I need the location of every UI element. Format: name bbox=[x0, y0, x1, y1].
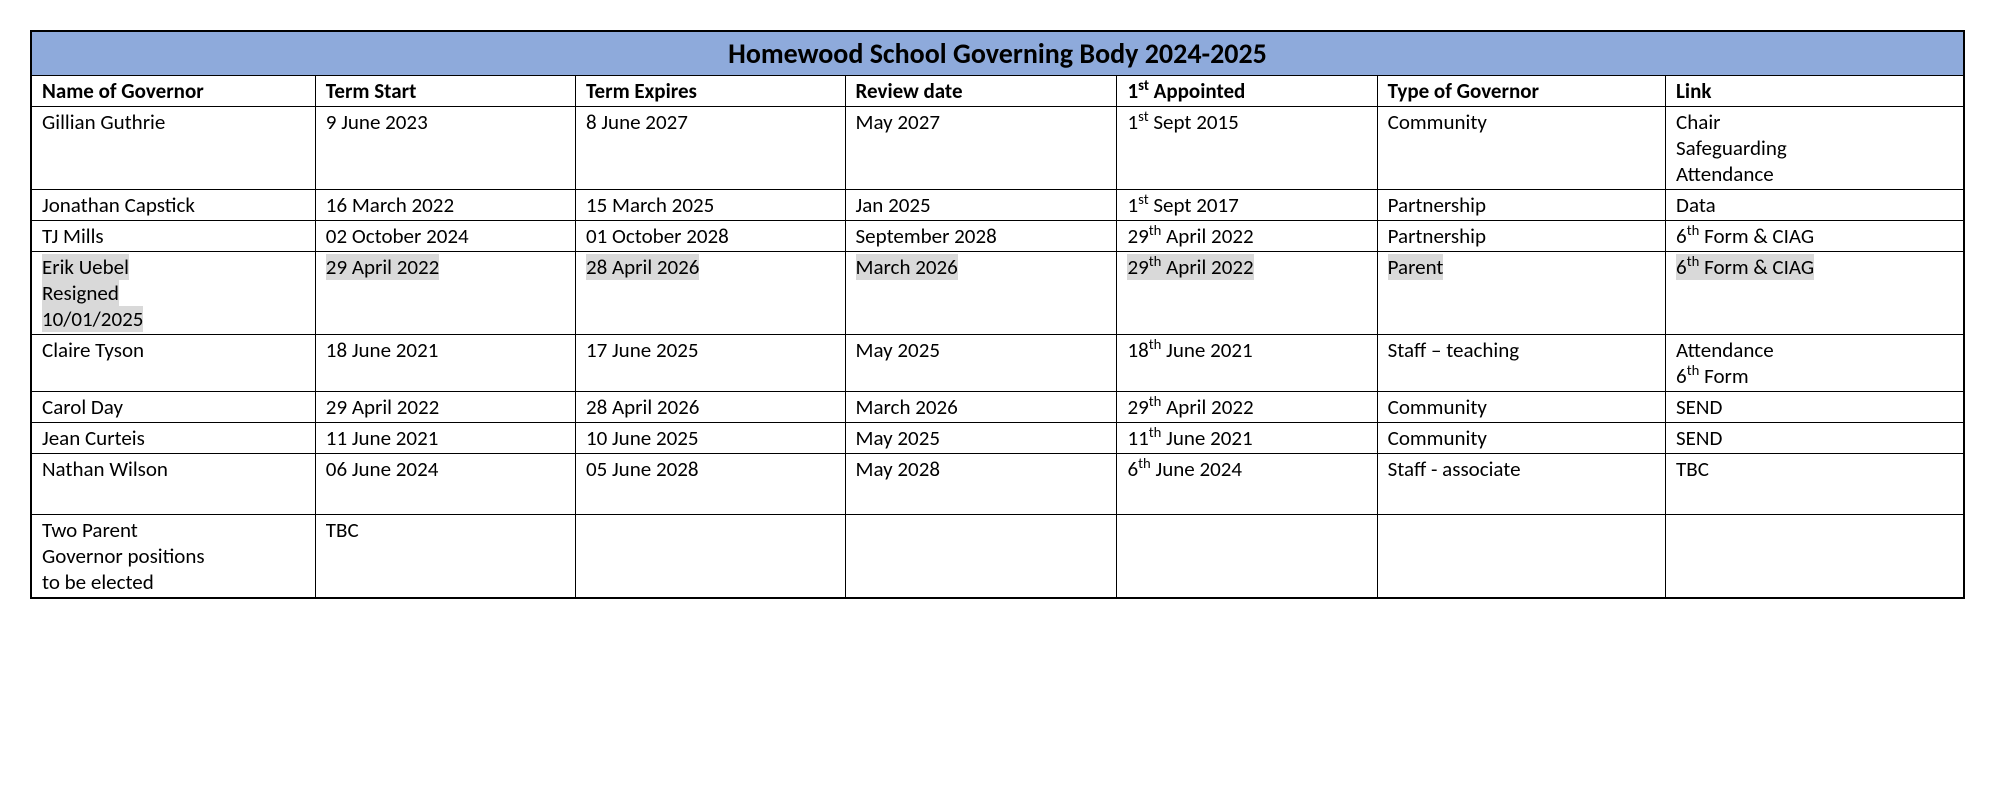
table-cell bbox=[575, 515, 845, 599]
col-header: 1st Appointed bbox=[1117, 76, 1377, 107]
table-cell: 15 March 2025 bbox=[575, 190, 845, 221]
table-cell bbox=[1666, 515, 1964, 599]
table-cell: Community bbox=[1377, 423, 1665, 454]
table-cell: 11 June 2021 bbox=[315, 423, 575, 454]
table-cell: 29 April 2022 bbox=[315, 252, 575, 335]
table-cell: May 2028 bbox=[845, 454, 1117, 515]
table-cell bbox=[1117, 515, 1377, 599]
table-row: Two ParentGovernor positionsto be electe… bbox=[31, 515, 1964, 599]
table-cell: 8 June 2027 bbox=[575, 107, 845, 190]
table-cell: 17 June 2025 bbox=[575, 335, 845, 392]
table-row: Claire Tyson18 June 202117 June 2025May … bbox=[31, 335, 1964, 392]
table-cell: 11th June 2021 bbox=[1117, 423, 1377, 454]
table-cell: May 2025 bbox=[845, 335, 1117, 392]
table-cell: Nathan Wilson bbox=[31, 454, 315, 515]
table-cell: TJ Mills bbox=[31, 221, 315, 252]
col-header: Review date bbox=[845, 76, 1117, 107]
table-cell: 01 October 2028 bbox=[575, 221, 845, 252]
table-cell: Partnership bbox=[1377, 221, 1665, 252]
table-header-row: Name of Governor Term Start Term Expires… bbox=[31, 76, 1964, 107]
table-row: Jonathan Capstick16 March 202215 March 2… bbox=[31, 190, 1964, 221]
table-body: Gillian Guthrie9 June 20238 June 2027May… bbox=[31, 107, 1964, 599]
table-cell: Gillian Guthrie bbox=[31, 107, 315, 190]
table-cell: ChairSafeguardingAttendance bbox=[1666, 107, 1964, 190]
table-cell: May 2025 bbox=[845, 423, 1117, 454]
table-cell: 16 March 2022 bbox=[315, 190, 575, 221]
col-header: Type of Governor bbox=[1377, 76, 1665, 107]
table-cell: Staff – teaching bbox=[1377, 335, 1665, 392]
table-cell: 29th April 2022 bbox=[1117, 221, 1377, 252]
table-cell: TBC bbox=[315, 515, 575, 599]
table-cell: 1st Sept 2015 bbox=[1117, 107, 1377, 190]
table-cell: 6th Form & CIAG bbox=[1666, 252, 1964, 335]
table-cell: Parent bbox=[1377, 252, 1665, 335]
table-row: Carol Day29 April 202228 April 2026March… bbox=[31, 392, 1964, 423]
col-header: Link bbox=[1666, 76, 1964, 107]
table-cell: Community bbox=[1377, 392, 1665, 423]
table-cell: Partnership bbox=[1377, 190, 1665, 221]
table-cell: Attendance6th Form bbox=[1666, 335, 1964, 392]
table-cell: Jonathan Capstick bbox=[31, 190, 315, 221]
table-cell bbox=[1377, 515, 1665, 599]
table-title: Homewood School Governing Body 2024-2025 bbox=[31, 31, 1964, 76]
table-cell: 28 April 2026 bbox=[575, 392, 845, 423]
table-cell: 02 October 2024 bbox=[315, 221, 575, 252]
table-row: Nathan Wilson06 June 202405 June 2028May… bbox=[31, 454, 1964, 515]
table-cell: 29th April 2022 bbox=[1117, 252, 1377, 335]
table-cell: Claire Tyson bbox=[31, 335, 315, 392]
table-cell: Staff - associate bbox=[1377, 454, 1665, 515]
table-cell: Jan 2025 bbox=[845, 190, 1117, 221]
table-cell: SEND bbox=[1666, 423, 1964, 454]
table-cell: May 2027 bbox=[845, 107, 1117, 190]
table-row: TJ Mills02 October 202401 October 2028Se… bbox=[31, 221, 1964, 252]
table-cell: Jean Curteis bbox=[31, 423, 315, 454]
table-cell: 6th Form & CIAG bbox=[1666, 221, 1964, 252]
governing-body-table: Homewood School Governing Body 2024-2025… bbox=[30, 30, 1965, 599]
table-cell: 6th June 2024 bbox=[1117, 454, 1377, 515]
table-cell: 29th April 2022 bbox=[1117, 392, 1377, 423]
table-cell: 18 June 2021 bbox=[315, 335, 575, 392]
table-row: Erik UebelResigned10/01/202529 April 202… bbox=[31, 252, 1964, 335]
table-cell: TBC bbox=[1666, 454, 1964, 515]
table-cell: SEND bbox=[1666, 392, 1964, 423]
table-cell: 10 June 2025 bbox=[575, 423, 845, 454]
table-cell: 06 June 2024 bbox=[315, 454, 575, 515]
col-header: Term Expires bbox=[575, 76, 845, 107]
table-cell: Data bbox=[1666, 190, 1964, 221]
table-cell: 28 April 2026 bbox=[575, 252, 845, 335]
table-cell: March 2026 bbox=[845, 252, 1117, 335]
table-row: Gillian Guthrie9 June 20238 June 2027May… bbox=[31, 107, 1964, 190]
col-header: Term Start bbox=[315, 76, 575, 107]
table-cell: 9 June 2023 bbox=[315, 107, 575, 190]
table-cell: 05 June 2028 bbox=[575, 454, 845, 515]
table-cell: 29 April 2022 bbox=[315, 392, 575, 423]
table-cell: September 2028 bbox=[845, 221, 1117, 252]
table-cell: Erik UebelResigned10/01/2025 bbox=[31, 252, 315, 335]
table-cell: 18th June 2021 bbox=[1117, 335, 1377, 392]
table-cell: Two ParentGovernor positionsto be electe… bbox=[31, 515, 315, 599]
table-cell: Community bbox=[1377, 107, 1665, 190]
table-row: Jean Curteis11 June 202110 June 2025May … bbox=[31, 423, 1964, 454]
col-header: Name of Governor bbox=[31, 76, 315, 107]
table-cell: Carol Day bbox=[31, 392, 315, 423]
table-cell: March 2026 bbox=[845, 392, 1117, 423]
table-cell: 1st Sept 2017 bbox=[1117, 190, 1377, 221]
table-cell bbox=[845, 515, 1117, 599]
